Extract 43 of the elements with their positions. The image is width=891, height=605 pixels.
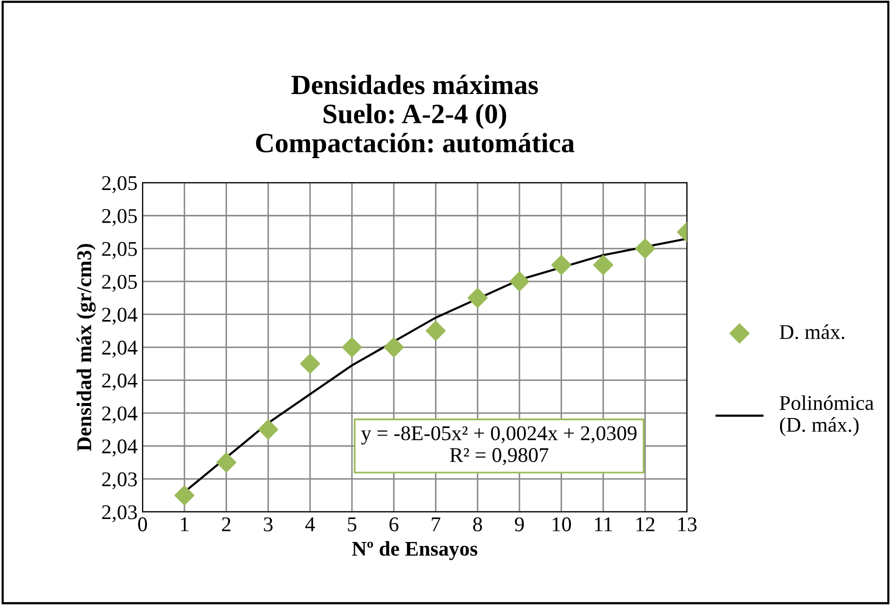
legend-label: D. máx. — [780, 324, 844, 340]
point — [216, 452, 236, 472]
point — [174, 485, 194, 506]
y-tick-label: 2,05 — [102, 176, 137, 194]
point — [384, 337, 404, 358]
x-tick-label: 11 — [595, 517, 612, 532]
y-axis-title: Densidad máx (gr/cm3) — [76, 244, 96, 452]
y-tick-label: 2,04 — [102, 308, 138, 325]
point — [342, 337, 362, 358]
x-tick-label: 10 — [552, 517, 571, 532]
y-tick-label: 2,04 — [102, 439, 138, 456]
point — [300, 354, 320, 374]
point — [551, 254, 572, 275]
x-tick-label: 8 — [473, 517, 482, 532]
y-tick-label: 2,03 — [102, 472, 137, 490]
point — [635, 238, 656, 259]
x-tick-label: 13 — [678, 517, 697, 532]
legend-label: Polinómica (D. máx.) — [780, 395, 874, 436]
x-tick-label: 2 — [222, 517, 230, 532]
x-tick-label: 5 — [348, 518, 356, 532]
annotation: y = -8E-05x² + 0,0024x + 2,0309 R² = 0,9807 — [361, 426, 637, 466]
y-tick-label: 2,04 — [102, 406, 138, 424]
point — [593, 254, 614, 275]
x-axis-title: Nº de Ensayos — [352, 541, 478, 560]
x-tick-label: 12 — [636, 517, 654, 532]
point — [509, 271, 530, 292]
y-tick-label: 2,05 — [102, 274, 137, 292]
x-tick-label: 1 — [181, 517, 188, 532]
y-tick-label: 2,04 — [102, 340, 138, 358]
x-tick-label: 3 — [264, 517, 273, 532]
x-tick-label: 9 — [514, 517, 524, 532]
y-tick-label: 2,03 — [102, 505, 137, 522]
y-tick-label: 2,05 — [102, 242, 137, 259]
y-tick-label: 2,04 — [102, 374, 138, 391]
x-tick-label: 0 — [138, 517, 147, 532]
x-tick-label: 4 — [305, 517, 315, 532]
x-tick-label: 6 — [390, 517, 398, 532]
y-tick-label: 2,05 — [102, 208, 137, 226]
x-tick-label: 7 — [432, 518, 440, 532]
point — [258, 420, 278, 440]
point — [468, 288, 488, 308]
chart-title: Densidades máximas Suelo: A-2-4 (0) Compactación: automática — [256, 74, 574, 158]
point — [426, 320, 446, 341]
